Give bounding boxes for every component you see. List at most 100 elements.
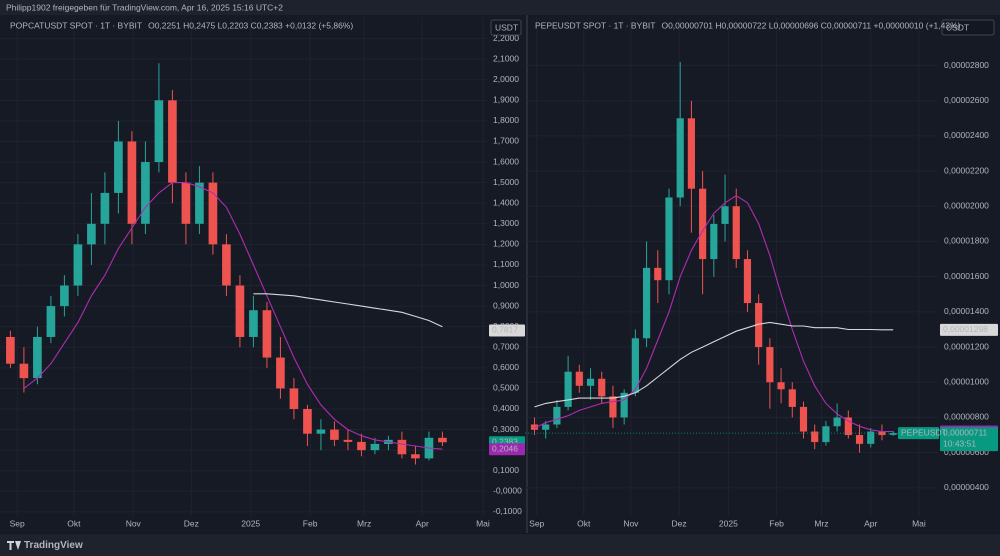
candle-body bbox=[844, 417, 852, 436]
candle-body bbox=[687, 118, 695, 189]
y-tick-label: 1,5000 bbox=[493, 177, 519, 187]
currency: USDT bbox=[495, 22, 518, 32]
candle-body bbox=[303, 408, 312, 434]
y-tick-label: 0,9000 bbox=[493, 300, 519, 310]
candle-body bbox=[654, 267, 662, 281]
candle-body bbox=[370, 443, 380, 451]
y-tick-label: 0,00001600 bbox=[944, 271, 989, 281]
candle-body bbox=[766, 347, 774, 383]
currency-box bbox=[941, 19, 995, 36]
candle-body bbox=[811, 431, 819, 443]
x-tick-label: Okt bbox=[67, 518, 81, 528]
y-tick-label: 0,00002600 bbox=[944, 95, 989, 105]
candle-body bbox=[609, 396, 617, 418]
price-label: 0,00001298 bbox=[943, 324, 988, 334]
candle-body bbox=[181, 182, 191, 224]
brand: TradingView bbox=[24, 540, 83, 551]
y-tick-label: 0,00000800 bbox=[944, 412, 989, 422]
moving-average bbox=[23, 182, 443, 450]
y-tick-label: 2,2000 bbox=[493, 33, 519, 43]
moving-average bbox=[253, 293, 443, 328]
ohlc: O0,00000701 H0,00000722 L0,00000696 C0,0… bbox=[661, 20, 960, 30]
y-tick-label: -0,0000 bbox=[493, 486, 522, 496]
candle-body bbox=[316, 429, 326, 434]
candle-body bbox=[676, 118, 684, 198]
y-tick-label: 0,00000600 bbox=[944, 447, 989, 457]
candle-body bbox=[777, 382, 785, 390]
candle-body bbox=[867, 431, 875, 444]
x-tick-label: Nov bbox=[623, 518, 639, 528]
y-tick-label: 0,7000 bbox=[493, 342, 519, 352]
candle-body bbox=[721, 206, 729, 224]
candle-body bbox=[598, 378, 606, 397]
candle-body bbox=[154, 100, 164, 163]
candle-body bbox=[397, 439, 407, 455]
y-tick-label: 0,1000 bbox=[493, 465, 519, 475]
x-tick-label: Sep bbox=[10, 518, 25, 528]
candle-body bbox=[855, 435, 864, 444]
tag: PEPEUSDT bbox=[901, 427, 947, 437]
currency-box bbox=[490, 19, 522, 36]
y-tick-label: 0,00002000 bbox=[944, 201, 989, 211]
candle-body bbox=[710, 223, 718, 260]
x-tick-label: Sep bbox=[529, 518, 544, 528]
y-tick-label: 2,0000 bbox=[493, 74, 519, 84]
candle-body bbox=[878, 431, 886, 436]
candle-body bbox=[73, 244, 83, 286]
candle-body bbox=[195, 182, 204, 224]
candle-body bbox=[262, 310, 272, 358]
candle-body bbox=[19, 363, 29, 379]
y-tick-label: 0,00001800 bbox=[944, 236, 989, 246]
candle-body bbox=[249, 310, 258, 337]
y-tick-label: 0,00002400 bbox=[944, 130, 989, 140]
currency: USDT bbox=[946, 22, 969, 32]
candle-body bbox=[330, 429, 339, 440]
tag-box bbox=[898, 427, 939, 440]
candle-body bbox=[699, 188, 707, 260]
candle-body bbox=[87, 223, 96, 245]
candle-body bbox=[168, 100, 177, 183]
price-label: 0,2383 bbox=[492, 437, 518, 447]
y-tick-label: 1,8000 bbox=[493, 115, 519, 125]
candle-body bbox=[357, 441, 366, 451]
candle-body bbox=[542, 424, 550, 430]
price-label: 0,2046 bbox=[492, 443, 518, 453]
candle-body bbox=[575, 371, 583, 386]
y-tick-label: 0,00001400 bbox=[944, 306, 989, 316]
candle-body bbox=[586, 378, 595, 386]
candle-body bbox=[743, 259, 752, 304]
moving-average bbox=[534, 195, 894, 433]
ohlc: O0,2251 H0,2475 L0,2203 C0,2383 +0,0132 … bbox=[148, 20, 353, 30]
candle-body bbox=[127, 141, 137, 224]
candle-body bbox=[755, 303, 763, 348]
x-tick-label: Mrz bbox=[814, 518, 828, 528]
y-tick-label: 1,3000 bbox=[493, 218, 519, 228]
x-tick-label: Mai bbox=[912, 518, 926, 528]
y-tick-label: 0,00002200 bbox=[944, 165, 989, 175]
y-tick-label: 1,1000 bbox=[493, 259, 519, 269]
y-tick-label: 0,00001000 bbox=[944, 377, 989, 387]
candle-body bbox=[141, 162, 150, 224]
x-tick-label: 2025 bbox=[719, 518, 738, 528]
price-label-box bbox=[489, 443, 525, 456]
y-tick-label: 1,7000 bbox=[493, 136, 519, 146]
candle-body bbox=[530, 424, 539, 430]
y-tick-label: 1,2000 bbox=[493, 239, 519, 249]
candle-body bbox=[822, 426, 830, 443]
left-pane bbox=[0, 15, 526, 533]
price-label-box bbox=[940, 323, 998, 336]
candle-body bbox=[438, 437, 447, 443]
y-tick-label: -0,1000 bbox=[493, 506, 522, 516]
logo bbox=[7, 541, 21, 550]
y-tick-label: 0,6000 bbox=[493, 362, 519, 372]
candle-body bbox=[833, 417, 841, 427]
y-tick-label: 0,5000 bbox=[493, 383, 519, 393]
candle-body bbox=[60, 285, 69, 307]
y-tick-label: 1,9000 bbox=[493, 95, 519, 105]
x-tick-label: Apr bbox=[416, 518, 429, 528]
price-label-box bbox=[489, 324, 525, 337]
price-label: 0,00000711 bbox=[943, 427, 988, 437]
moving-average bbox=[534, 321, 894, 408]
countdown: 10:43:51 bbox=[943, 438, 976, 448]
